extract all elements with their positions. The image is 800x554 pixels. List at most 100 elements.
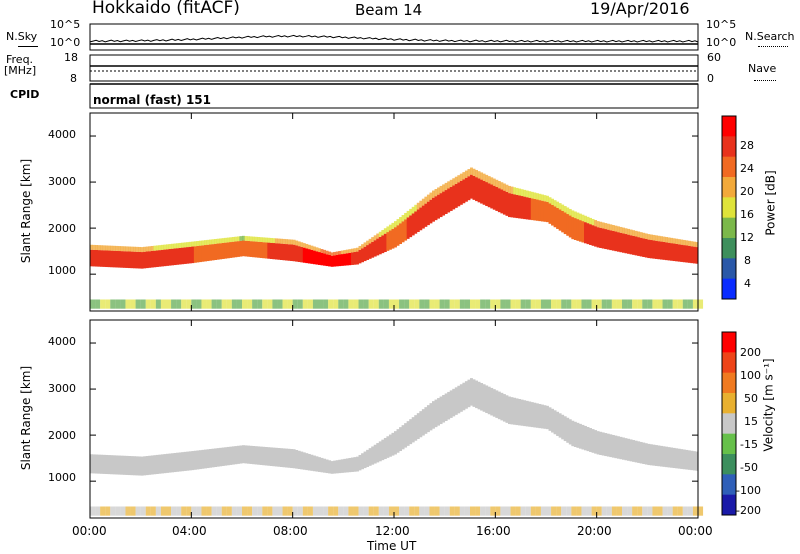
power-band-cell [312,250,316,265]
near-range-cell [211,506,217,516]
velocity-band-cell [444,393,448,421]
xaxis-label: Time UT [367,539,417,553]
velocity-band-cell [637,441,641,463]
near-range-cell [551,299,557,309]
near-range-cell [272,299,278,309]
velocity-band-cell [295,449,299,469]
power-halo-cell [150,245,154,251]
near-range-cell [328,506,334,516]
velocity-band-cell [487,386,491,415]
power-halo-cell [480,172,484,180]
near-range-cell [150,299,156,309]
power-band-cell [150,250,154,268]
velocity-band-cell [231,446,235,465]
near-range-cell [652,506,658,516]
power-band-cell [178,247,182,265]
power-halo-cell [274,238,278,244]
power-halo-cell [647,234,651,240]
power-band-cell [581,221,585,243]
power-band-cell [556,207,560,229]
power-halo-cell [340,250,344,255]
power-halo-cell [383,228,387,234]
velocity-band-cell [596,431,600,455]
near-range-cell [647,506,653,516]
near-range-cell [125,506,131,516]
power-halo-cell [173,243,177,249]
velocity-band-cell [376,443,380,463]
velocity-band-cell [290,449,294,469]
velocity-band-cell [538,403,542,429]
power-band-cell [181,247,185,265]
power-band-cell [153,250,157,268]
power-halo-cell [376,233,380,239]
power-band-cell [350,252,354,265]
near-range-cell [424,506,430,516]
near-range-cell [520,299,526,309]
colorbar-swatch [722,278,736,300]
power-band-cell [186,247,190,264]
power-band-cell [97,250,101,267]
velocity-band-cell [333,460,337,474]
near-range-cell [490,506,496,516]
power-band-cell [280,243,283,261]
velocity-band-cell [145,456,149,476]
near-range-cell [470,506,476,516]
power-band-cell [535,199,539,221]
near-range-cell [100,506,106,516]
power-halo-cell [581,214,585,222]
near-range-cell [307,506,313,516]
near-range-cell [495,506,501,516]
near-range-cell [601,299,607,309]
velocity-band-cell [244,445,248,464]
velocity-band-cell [183,451,187,471]
power-halo-cell [434,189,438,197]
power-halo-cell [373,235,377,241]
power-band-cell [122,251,126,268]
velocity-band-cell [477,381,481,410]
power-halo-cell [406,210,410,218]
power-halo-cell [206,239,210,245]
velocity-band-cell [366,449,370,467]
freq-tick-high: 18 [64,51,78,64]
power-halo-cell [343,250,347,254]
velocity-band-cell [211,448,215,468]
near-range-cell [449,299,455,309]
power-band-cell [573,218,577,240]
power-halo-cell [396,219,400,226]
power-halo-cell [649,234,653,241]
power-halo-cell [495,179,499,187]
near-range-cell [657,299,663,309]
power-band-cell [604,229,608,250]
near-range-cell [627,506,633,516]
power-halo-cell [231,236,235,242]
power-halo-cell [325,250,329,255]
velocity-band-cell [558,413,562,438]
velocity-band-cell [196,450,200,470]
near-range-cell [627,299,633,309]
power-band-cell [561,210,565,233]
power-halo-cell [269,237,273,243]
velocity-band-cell [629,439,633,462]
power-band-cell [409,215,413,238]
power-band-cell [100,250,104,267]
velocity-ytick-4000: 4000 [48,335,76,348]
power-band-cell [320,252,324,266]
velocity-band-cell [247,445,250,464]
velocity-band-cell [315,456,319,472]
near-range-cell [333,299,339,309]
power-halo-cell [487,176,491,184]
near-range-cell [591,506,597,516]
velocity-band-cell [432,401,435,429]
near-range-cell [353,506,359,516]
power-band-cell [649,240,653,259]
power-halo-cell [204,240,207,246]
velocity-band-cell [206,449,210,469]
velocity-band-cell [340,459,344,473]
near-range-cell [297,299,303,309]
nave-tick-low: 0 [707,72,714,85]
near-range-cell [130,299,136,309]
power-band-cell [619,232,623,253]
noise-trace-line [89,34,699,43]
velocity-band-cell [330,461,334,474]
velocity-band-cell [670,447,674,468]
